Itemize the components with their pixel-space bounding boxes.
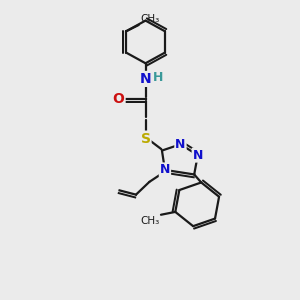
Text: O: O bbox=[113, 92, 124, 106]
Text: N: N bbox=[140, 72, 151, 86]
Text: CH₃: CH₃ bbox=[140, 216, 160, 226]
Text: N: N bbox=[160, 164, 170, 176]
Text: CH₃: CH₃ bbox=[140, 14, 159, 24]
Text: N: N bbox=[175, 138, 186, 151]
Text: N: N bbox=[193, 148, 203, 162]
Text: H: H bbox=[153, 71, 163, 84]
Text: S: S bbox=[140, 132, 151, 145]
